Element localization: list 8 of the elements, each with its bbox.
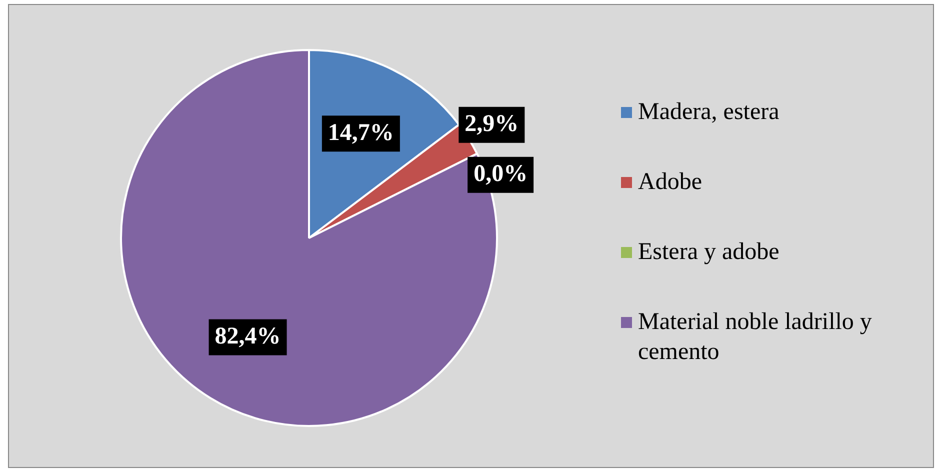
legend-label: Estera y adobe [638,238,780,267]
text: 0,0% [474,161,528,188]
legend-label: Madera, estera [638,98,780,127]
data-label: 14,7% [328,120,394,146]
legend-label: Material noble ladrillo y cemento [638,308,873,367]
data-label: 2,9% [464,111,519,138]
legend-label: Adobe [638,168,702,197]
data-label: 82,4% [214,323,281,350]
